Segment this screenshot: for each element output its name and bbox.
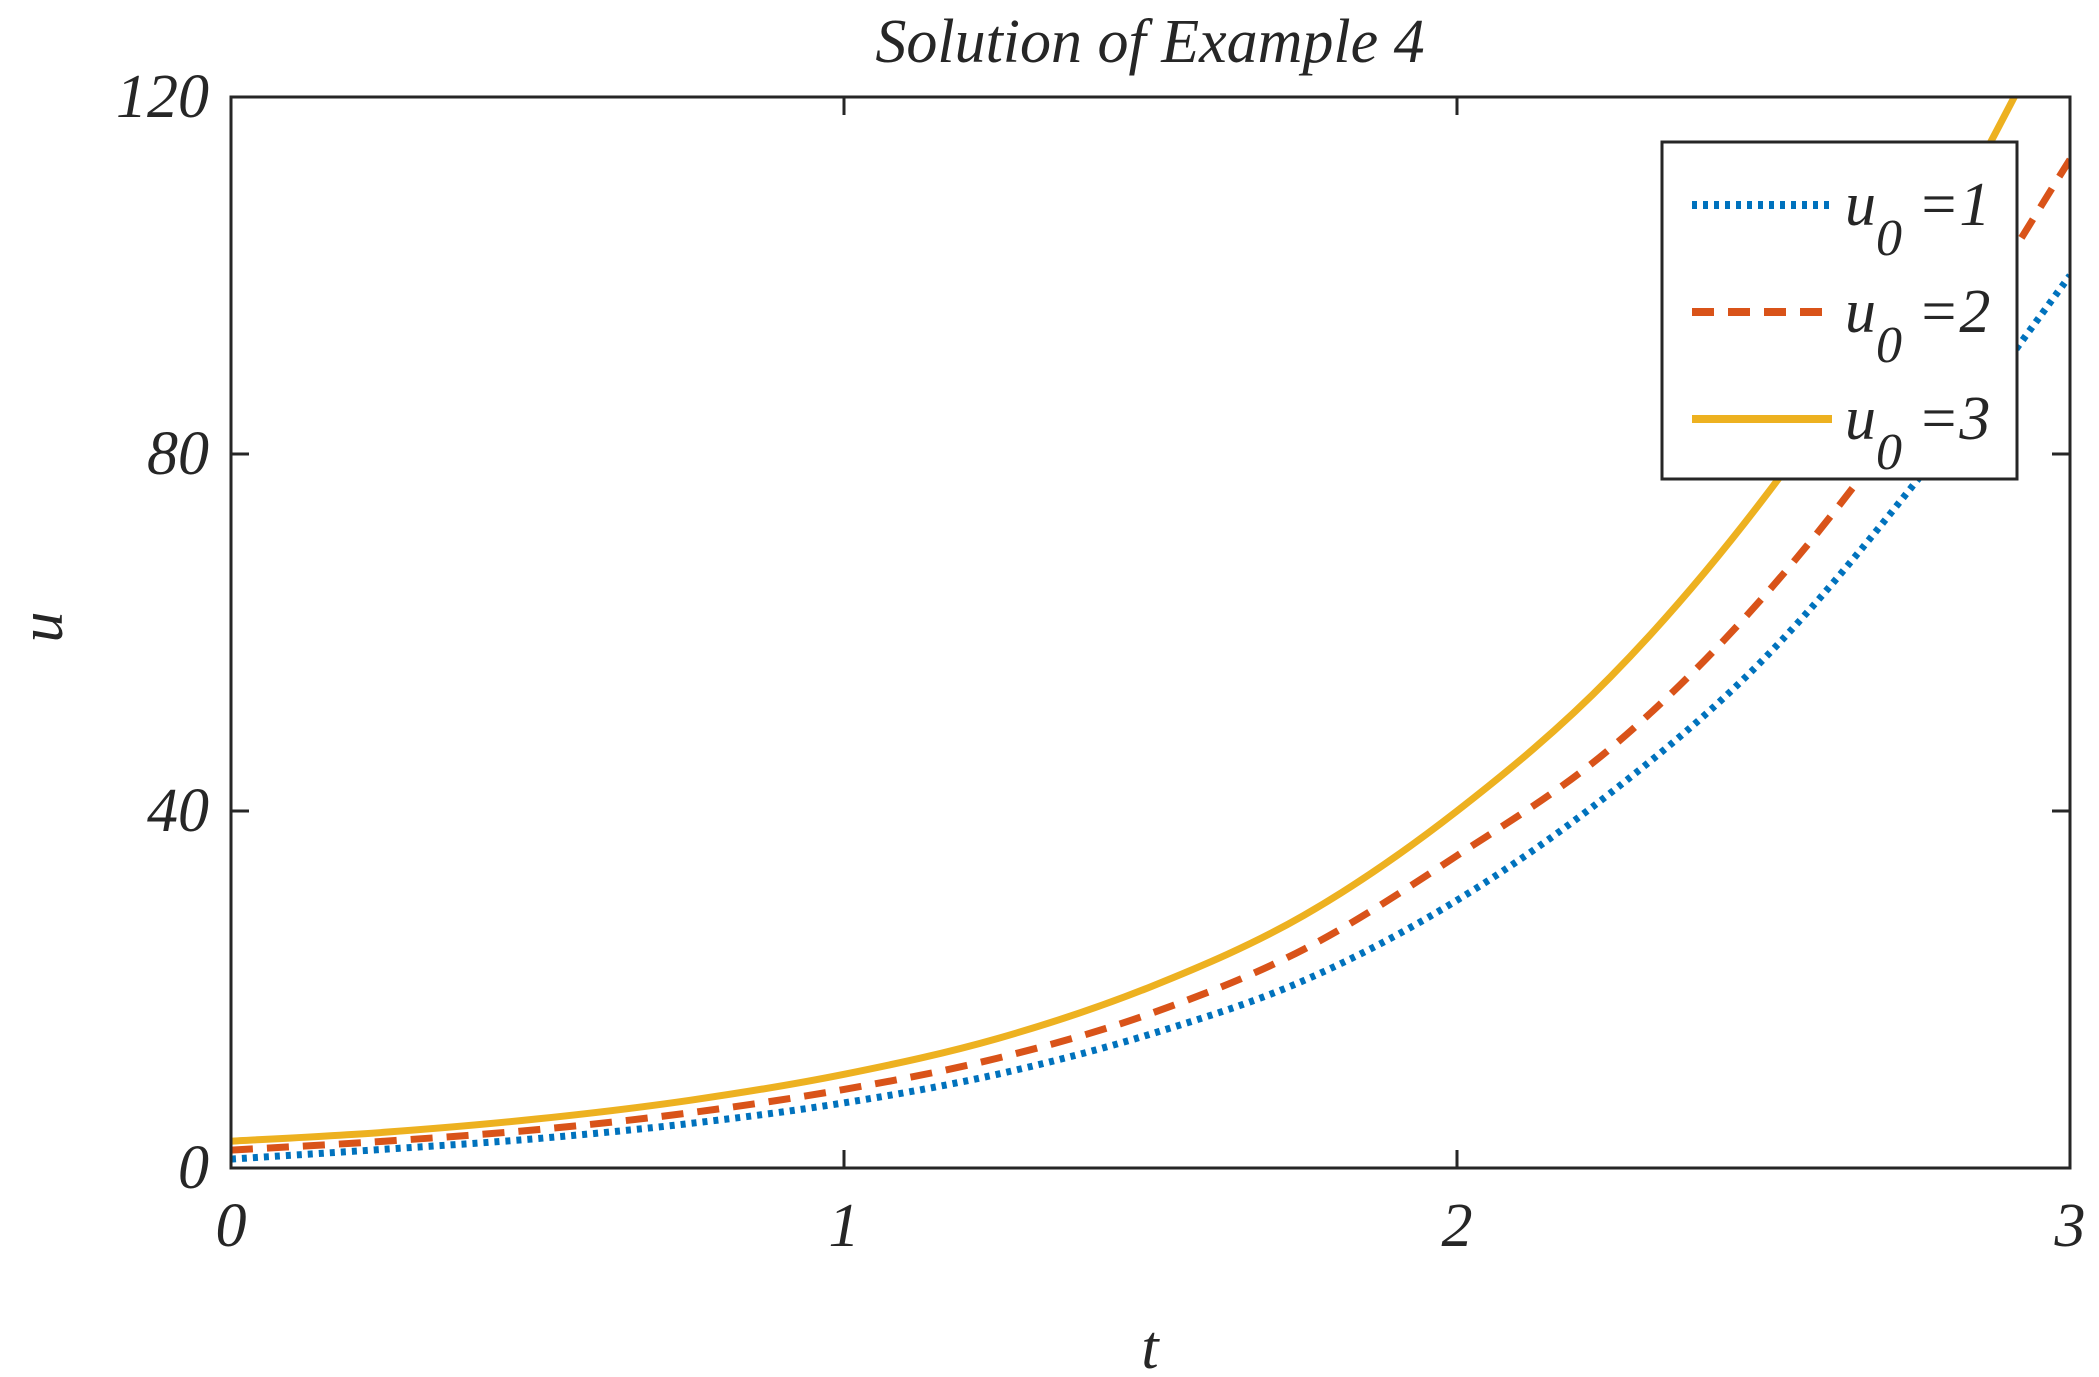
y-tick-label: 0: [178, 1134, 209, 1202]
y-tick-label: 40: [147, 777, 209, 845]
legend: u0 =1 u0 =2 u0 =3: [1660, 140, 2019, 481]
y-tick-label: 80: [147, 420, 209, 488]
x-tick-label: 3: [2054, 1192, 2086, 1260]
x-tick-label: 0: [216, 1192, 247, 1260]
x-tick-label: 2: [1442, 1192, 1473, 1260]
y-axis-label: u: [8, 612, 76, 643]
plot-frame: [229, 95, 2072, 1170]
y-axis: 0 40 80 120: [116, 63, 2070, 1202]
legend-label: u0 =1: [1845, 171, 1990, 267]
legend-item-2: u0 =2: [1692, 278, 1990, 374]
x-axis: 0 1 2 3: [216, 97, 2086, 1260]
x-axis-label: t: [1141, 1314, 1160, 1377]
x-tick-label: 1: [829, 1192, 860, 1260]
legend-label: u0 =3: [1845, 385, 1990, 481]
legend-label: u0 =2: [1845, 278, 1990, 374]
series-line-2: [231, 157, 2070, 1154]
y-tick-label: 120: [116, 63, 209, 131]
chart-title: Solution of Example 4: [875, 8, 1424, 76]
legend-item-1: u0 =1: [1692, 171, 1990, 267]
legend-item-3: u0 =3: [1692, 385, 1990, 481]
